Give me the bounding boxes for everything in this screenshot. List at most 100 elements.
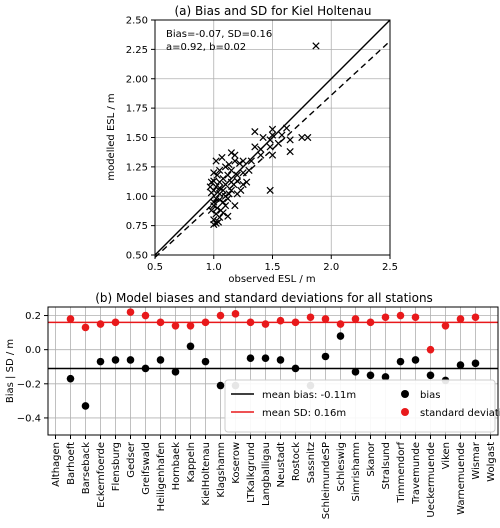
- sd-point: [336, 320, 345, 328]
- panel-a-data-point: [227, 186, 235, 194]
- panel-b-y-axis-label: Bias | SD / m: [5, 339, 16, 403]
- panel-a-y-axis-label: modelled ESL / m: [106, 93, 117, 180]
- panel-a-data-point: [206, 183, 214, 191]
- panel-a-data-point: [251, 143, 259, 151]
- panel-a-y-tick-label: 0.50: [126, 251, 148, 262]
- panel-b-station-label: Barhoeft: [66, 442, 77, 485]
- bias-point: [276, 356, 285, 364]
- panel-a-data-point: [218, 153, 226, 162]
- sd-point: [306, 313, 315, 322]
- panel-a-y-tick-label: 2.25: [126, 45, 148, 56]
- panel-a-data-point: [227, 178, 235, 186]
- panel-a-data-point: [210, 202, 218, 210]
- panel-a-data-point: [282, 124, 291, 132]
- sd-point: [351, 315, 360, 323]
- bias-point: [321, 352, 330, 361]
- panel-a-data-point: [233, 171, 241, 179]
- panel-a-data-point: [312, 42, 320, 50]
- panel-a-data-point: [219, 198, 227, 206]
- panel-b-station-label: Althagen: [51, 442, 62, 487]
- bias-point: [126, 356, 135, 364]
- legend-mean-sd-label: mean SD: 0.16m: [262, 408, 346, 419]
- sd-point: [66, 315, 75, 323]
- sd-point: [276, 316, 285, 325]
- sd-point: [411, 313, 420, 322]
- panel-b-station-label: Hornbaek: [171, 442, 182, 491]
- panel-a-data-point: [212, 210, 220, 218]
- panel-b-station-label: LTKalkgrund: [246, 442, 257, 503]
- panel-b-x-ticks: Althagen Barhoeft Barseback Eckernfoerde Fle…: [51, 435, 497, 519]
- sd-point: [426, 345, 435, 354]
- panel-b-station-label: KielHoltenau: [201, 442, 212, 506]
- sd-point: [216, 311, 225, 320]
- panel-a-data-point: [210, 169, 218, 177]
- panel-b-station-label: Eckernfoerde: [96, 442, 107, 508]
- panel-a-y-tick-label: 1.25: [126, 162, 148, 173]
- panel-b-station-label: Gedser: [126, 441, 137, 478]
- panel-a-data-point: [221, 180, 230, 189]
- panel-b-y-tick-label: −0.4: [17, 413, 41, 424]
- bias-point: [456, 361, 465, 369]
- bias-point: [141, 364, 150, 373]
- sd-point: [111, 318, 120, 327]
- sd-point: [261, 320, 270, 328]
- legend-bias-marker: [401, 390, 409, 398]
- bias-point: [66, 374, 75, 383]
- panel-a-data-point: [268, 151, 277, 159]
- panel-a-data-point: [251, 128, 259, 136]
- bias-point: [186, 342, 195, 351]
- panel-a-data-point: [304, 133, 312, 142]
- legend-sd-marker: [401, 408, 409, 416]
- sd-point: [186, 321, 195, 330]
- panel-b-frame: [47, 306, 499, 436]
- panel-b-station-label: Barseback: [81, 442, 92, 494]
- panel-a-data-point: [216, 166, 224, 175]
- panel-b-station-label: Klagshamn: [216, 442, 227, 498]
- panel-a-data-point: [207, 206, 216, 214]
- panel-b-reference-lines: [48, 321, 498, 370]
- panel-a-y-tick-label: 0.75: [126, 221, 148, 232]
- panel-a-data-point: [266, 186, 274, 194]
- panel-a-x-tick-label: 0.5: [147, 262, 163, 273]
- legend-box: [224, 379, 496, 433]
- panel-a-points: [206, 42, 320, 229]
- bias-point: [261, 354, 270, 363]
- panel-a-y-tick-label: 1.75: [126, 104, 148, 115]
- panel-a-data-point: [214, 218, 223, 226]
- panel-b-station-label: Greifswald: [141, 442, 152, 495]
- panel-b-station-label: Koserow: [231, 442, 242, 484]
- bias-point: [291, 364, 300, 373]
- sd-point: [126, 308, 135, 316]
- panel-b-station-label: Heiligenhafen: [156, 442, 167, 511]
- sd-point: [246, 318, 255, 327]
- bias-point: [411, 356, 420, 364]
- panel-b-station-label: SchleimundeSP: [321, 442, 332, 519]
- panel-a-data-point: [286, 136, 294, 144]
- panel-a-data-point: [266, 136, 274, 144]
- bias-point: [336, 332, 345, 340]
- panel-b-station-label: Wismar: [471, 441, 482, 480]
- panel-a-data-point: [213, 171, 221, 179]
- panel-a-data-point: [233, 190, 241, 198]
- panel-a-data-point: [259, 133, 267, 142]
- panel-b-station-label: Ueckermuende: [426, 442, 437, 518]
- panel-b-station-label: Viken: [441, 442, 452, 469]
- sd-point: [81, 323, 90, 332]
- sd-point: [396, 311, 405, 320]
- panel-b-station-label: Warnemuende: [456, 442, 467, 515]
- sd-point: [291, 318, 300, 327]
- panel-a-data-point: [286, 147, 294, 156]
- sd-point: [456, 315, 465, 323]
- panel-a-data-point: [227, 149, 235, 157]
- bias-point: [201, 357, 210, 366]
- panel-b-station-label: Simrishamn: [351, 442, 362, 502]
- legend-sd-label: standard deviation: [420, 408, 500, 419]
- sd-point: [381, 313, 390, 322]
- legend-bias-label: bias: [420, 390, 440, 401]
- bias-point: [216, 381, 225, 390]
- panel-a-data-point: [298, 133, 306, 142]
- panel-b-station-label: Flensburg: [111, 442, 122, 491]
- panel-a-annotation-1: Bias=-0.07, SD=0.16: [166, 29, 272, 40]
- panel-a-title: (a) Bias and SD for Kiel Holtenau: [175, 4, 372, 18]
